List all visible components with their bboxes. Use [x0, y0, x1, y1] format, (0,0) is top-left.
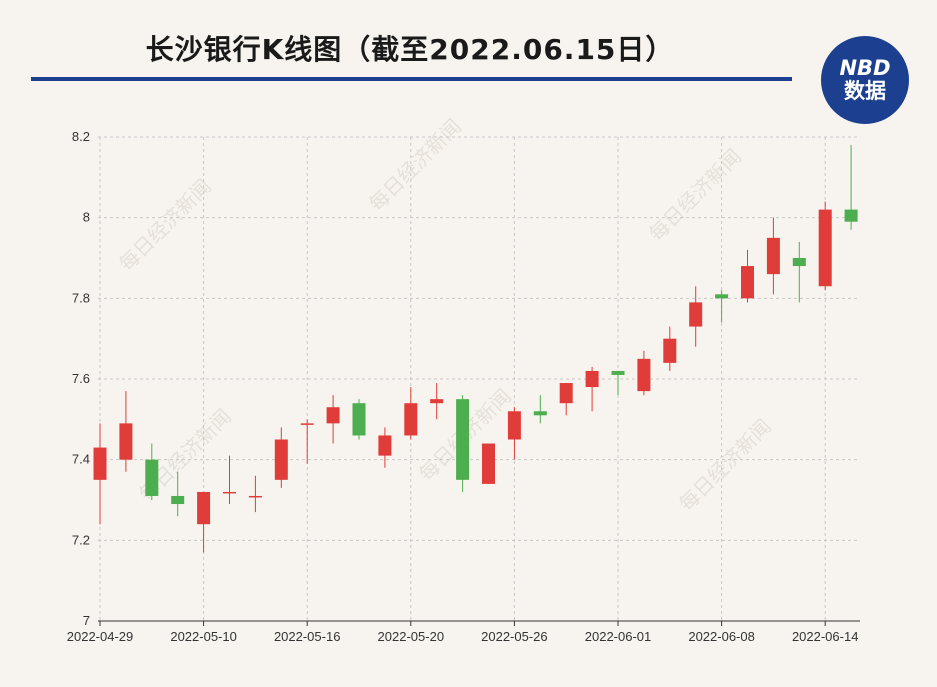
candle-body [119, 423, 133, 460]
watermark-text: 每日经济新闻 [674, 414, 776, 516]
candle [378, 427, 392, 468]
candle [404, 387, 418, 440]
candle-body [533, 411, 547, 416]
candle-body [378, 435, 392, 456]
candle [663, 326, 677, 371]
candle [611, 370, 625, 396]
y-tick-label: 7.2 [72, 532, 90, 547]
candle [507, 407, 521, 460]
y-tick-label: 7.6 [72, 371, 90, 386]
title-underline [31, 77, 792, 81]
candle-body [326, 407, 340, 424]
x-tick-label: 2022-05-26 [481, 629, 548, 644]
y-tick-label: 7 [83, 613, 90, 628]
logo-text-nbd: NBD [839, 56, 891, 80]
x-tick-label: 2022-04-29 [67, 629, 134, 644]
candle [766, 217, 780, 295]
y-tick-label: 7.4 [72, 452, 90, 467]
x-tick-label: 2022-05-16 [274, 629, 341, 644]
candle-body [197, 491, 211, 525]
candle-body [689, 302, 703, 327]
y-tick-label: 8.2 [72, 129, 90, 144]
candle-body [611, 370, 625, 375]
x-tick-label: 2022-05-20 [378, 629, 445, 644]
candle [171, 471, 185, 517]
candle [559, 383, 573, 416]
logo-text-data: 数据 [844, 79, 886, 103]
candle [741, 249, 754, 303]
candle [352, 399, 366, 440]
candle-body [792, 258, 806, 267]
y-tick-label: 8 [83, 210, 90, 225]
candle-body [223, 491, 236, 494]
candle-body [430, 399, 444, 404]
candle [585, 366, 599, 412]
candle-body [300, 423, 314, 425]
candle [248, 475, 262, 513]
candle [689, 286, 703, 347]
x-tick-label: 2022-05-10 [170, 629, 237, 644]
candle [533, 395, 547, 424]
candle-body [248, 495, 262, 498]
candle-body [456, 399, 470, 480]
candle [145, 443, 159, 500]
chart-candles [93, 145, 858, 553]
candle-body [171, 495, 185, 505]
nbd-logo: NBD 数据 [821, 36, 909, 124]
candle-body [274, 439, 288, 480]
candle-body [559, 383, 573, 404]
y-tick-label: 7.8 [72, 290, 90, 305]
candle [223, 455, 236, 505]
candle [818, 201, 832, 291]
candle-body [844, 209, 858, 222]
candle [456, 395, 470, 492]
candle-body [145, 459, 159, 496]
candle [274, 427, 288, 488]
candle-body [818, 209, 832, 287]
candle-body [482, 443, 495, 484]
candle-body [93, 447, 107, 480]
candle [93, 423, 107, 525]
candle-body [404, 403, 418, 436]
candle [792, 241, 806, 303]
watermark-text: 每日经济新闻 [644, 144, 746, 246]
candle-body [715, 294, 729, 299]
candle-body [507, 411, 521, 440]
candle [844, 145, 858, 230]
candle-body [663, 338, 677, 363]
candle-body [741, 266, 754, 299]
chart-grid [98, 136, 860, 626]
page-title: 长沙银行K线图（截至2022.06.15日） [145, 33, 675, 66]
watermark-text: 每日经济新闻 [364, 114, 466, 216]
chart-tick-labels: 7 7.2 7.4 7.6 7.8 8 8.2 2022-04-29 2022-05-10 202… [67, 129, 859, 644]
candle [637, 350, 651, 396]
x-tick-label: 2022-06-01 [585, 629, 652, 644]
candle [430, 383, 444, 420]
candle [326, 395, 340, 444]
candle-body [352, 403, 366, 436]
candle [300, 419, 314, 464]
candle-body [766, 237, 780, 275]
candle [119, 391, 133, 472]
candle [482, 443, 495, 484]
watermarks: 每日经济新闻每日经济新闻每日经济新闻每日经济新闻每日经济新闻每日经济新闻 [114, 114, 776, 516]
candle [715, 290, 729, 323]
x-tick-label: 2022-06-14 [792, 629, 859, 644]
candle [197, 491, 211, 553]
watermark-text: 每日经济新闻 [114, 174, 216, 276]
x-tick-label: 2022-06-08 [688, 629, 755, 644]
candle-body [585, 370, 599, 388]
candle-body [637, 358, 651, 392]
